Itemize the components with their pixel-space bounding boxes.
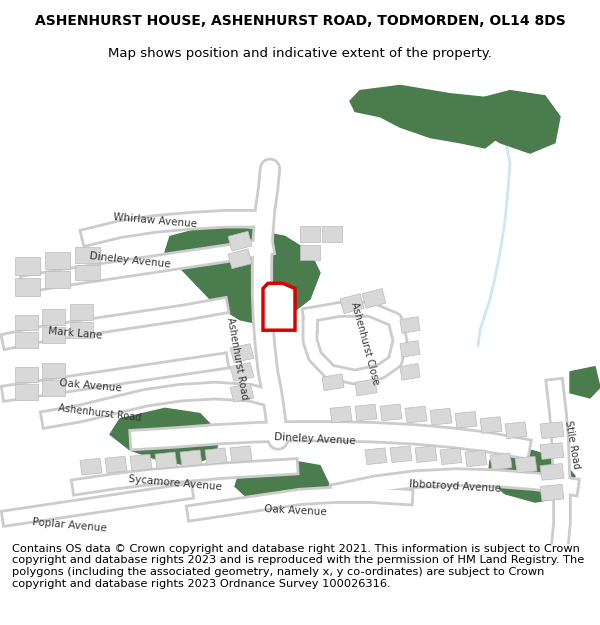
Polygon shape — [70, 304, 93, 320]
Polygon shape — [405, 406, 427, 423]
Polygon shape — [540, 442, 564, 459]
Text: Dineley Avenue: Dineley Avenue — [274, 432, 356, 447]
Polygon shape — [155, 452, 177, 469]
Text: Ashenhurst Close: Ashenhurst Close — [349, 301, 381, 386]
Polygon shape — [205, 448, 227, 464]
Polygon shape — [540, 484, 564, 501]
Polygon shape — [380, 404, 402, 421]
Polygon shape — [400, 341, 420, 357]
Polygon shape — [465, 450, 487, 467]
Text: Ibbotroyd Avenue: Ibbotroyd Avenue — [409, 479, 501, 494]
Text: Whirlaw Avenue: Whirlaw Avenue — [113, 213, 197, 229]
Polygon shape — [460, 91, 560, 153]
Polygon shape — [355, 404, 377, 421]
Text: ASHENHURST HOUSE, ASHENHURST ROAD, TODMORDEN, OL14 8DS: ASHENHURST HOUSE, ASHENHURST ROAD, TODMO… — [35, 14, 565, 28]
Polygon shape — [540, 422, 564, 439]
Polygon shape — [400, 364, 420, 380]
Polygon shape — [480, 417, 502, 433]
Polygon shape — [515, 456, 537, 473]
Polygon shape — [488, 450, 575, 502]
Polygon shape — [45, 252, 70, 269]
Polygon shape — [440, 448, 462, 464]
Polygon shape — [355, 379, 377, 396]
Polygon shape — [15, 314, 38, 330]
Polygon shape — [75, 247, 100, 262]
Polygon shape — [415, 446, 437, 462]
Text: Ashenhurst Road: Ashenhurst Road — [58, 404, 142, 424]
Polygon shape — [80, 458, 102, 475]
Polygon shape — [505, 422, 527, 439]
Polygon shape — [430, 408, 452, 425]
Text: Sycamore Avenue: Sycamore Avenue — [128, 474, 222, 492]
Polygon shape — [15, 367, 38, 382]
Polygon shape — [15, 278, 40, 296]
Polygon shape — [230, 446, 252, 462]
Polygon shape — [300, 226, 320, 242]
Polygon shape — [540, 464, 564, 480]
Text: Ashenhurst Road: Ashenhurst Road — [225, 316, 249, 400]
Text: Map shows position and indicative extent of the property.: Map shows position and indicative extent… — [108, 48, 492, 61]
Polygon shape — [45, 271, 70, 288]
Polygon shape — [228, 249, 252, 269]
Polygon shape — [110, 408, 220, 466]
Text: Dineley Avenue: Dineley Avenue — [89, 251, 171, 269]
Polygon shape — [390, 446, 412, 462]
Polygon shape — [230, 383, 254, 402]
Polygon shape — [570, 367, 600, 398]
Polygon shape — [130, 454, 152, 471]
Polygon shape — [105, 456, 127, 473]
Polygon shape — [75, 264, 100, 280]
Polygon shape — [330, 406, 352, 423]
Polygon shape — [15, 258, 40, 275]
Text: Contains OS data © Crown copyright and database right 2021. This information is : Contains OS data © Crown copyright and d… — [12, 544, 584, 589]
Polygon shape — [165, 226, 320, 325]
Polygon shape — [42, 362, 65, 378]
Text: Poplar Avenue: Poplar Avenue — [32, 517, 107, 533]
Polygon shape — [235, 461, 330, 508]
Polygon shape — [42, 380, 65, 396]
Polygon shape — [362, 289, 386, 308]
Polygon shape — [42, 309, 65, 325]
Text: Oak Avenue: Oak Avenue — [263, 504, 326, 517]
Polygon shape — [490, 453, 512, 470]
Polygon shape — [300, 245, 320, 261]
Text: Mark Lane: Mark Lane — [47, 326, 103, 341]
Polygon shape — [15, 384, 38, 400]
Text: Oak Avenue: Oak Avenue — [58, 378, 122, 393]
Polygon shape — [455, 411, 477, 428]
Polygon shape — [350, 86, 510, 148]
Polygon shape — [365, 448, 387, 464]
Polygon shape — [230, 258, 305, 309]
Polygon shape — [230, 362, 254, 381]
Polygon shape — [230, 344, 254, 362]
Polygon shape — [42, 327, 65, 342]
Polygon shape — [400, 317, 420, 333]
Polygon shape — [322, 374, 344, 391]
Text: Stile Road: Stile Road — [563, 420, 581, 470]
Polygon shape — [263, 283, 295, 330]
Polygon shape — [15, 332, 38, 348]
Polygon shape — [228, 231, 252, 251]
Polygon shape — [340, 294, 364, 314]
Polygon shape — [180, 450, 202, 467]
Polygon shape — [322, 226, 342, 242]
Polygon shape — [70, 322, 93, 338]
